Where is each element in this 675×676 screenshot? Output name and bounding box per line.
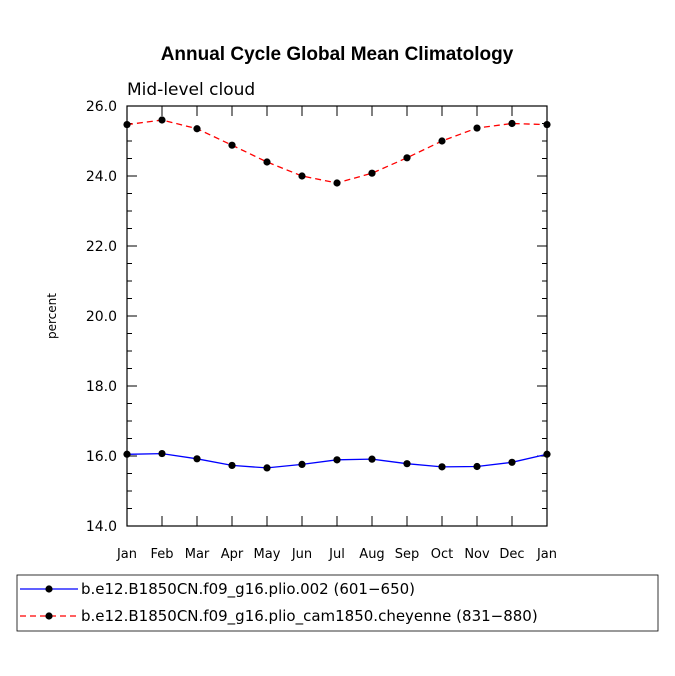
data-point [263,464,271,472]
x-tick-label: Apr [221,547,244,562]
data-point [403,460,411,468]
y-axis-label: percent [45,293,59,339]
data-point [508,458,516,466]
legend: b.e12.B1850CN.f09_g16.plio.002 (601−650)… [16,574,659,632]
data-point [473,124,481,132]
legend-label-1: b.e12.B1850CN.f09_g16.plio.002 (601−650) [81,580,415,599]
chart-title: Annual Cycle Global Mean Climatology [161,44,514,65]
data-point [158,116,166,124]
legend-marker [45,585,53,593]
x-tick-label: Jan [536,547,557,562]
x-tick-label: Dec [499,547,524,562]
x-tick-label: Sep [395,547,420,562]
data-point [298,172,306,180]
y-tick-label: 20.0 [86,309,117,325]
data-point [438,463,446,471]
legend-box [16,574,659,632]
series-line-2 [126,119,548,184]
data-point [333,456,341,464]
series-group [123,116,551,472]
y-tick-label: 22.0 [86,239,117,255]
y-tick-label: 16.0 [86,449,117,465]
legend-marker [45,612,53,620]
data-point [438,137,446,145]
x-tick-label: Aug [359,547,384,562]
y-tick-label: 24.0 [86,169,117,185]
data-point [368,169,376,177]
data-point [333,179,341,187]
x-tick-labels: Jan Feb Mar Apr May Jun Jul Aug Sep Oct Nov Dec Jan [116,547,557,562]
y-tick-label: 26.0 [86,99,117,115]
data-point [473,462,481,471]
chart-subtitle: Mid-level cloud [127,80,255,100]
data-point [228,141,236,149]
x-tick-label: May [254,547,281,562]
x-tick-label: Feb [150,547,173,562]
data-point [368,455,376,463]
plot-frame [126,105,548,527]
y-tick-labels: 14.0 16.0 18.0 20.0 22.0 24.0 26.0 [86,99,117,535]
data-point [263,158,271,166]
data-point [508,119,516,128]
data-point [193,455,201,463]
y-tick-label: 18.0 [86,379,117,395]
data-point [403,154,411,162]
data-point [228,461,236,470]
data-point [193,125,201,133]
x-tick-label: Jul [328,547,345,562]
data-point [158,449,166,458]
x-tick-label: Jan [116,547,137,562]
x-tick-label: Nov [464,547,490,562]
x-tick-label: Oct [431,547,453,562]
data-point [298,460,306,468]
x-tick-label: Jun [291,547,312,562]
legend-label-2: b.e12.B1850CN.f09_g16.plio_cam1850.cheye… [81,607,538,626]
x-tick-label: Mar [185,547,210,562]
y-tick-label: 14.0 [86,519,117,535]
